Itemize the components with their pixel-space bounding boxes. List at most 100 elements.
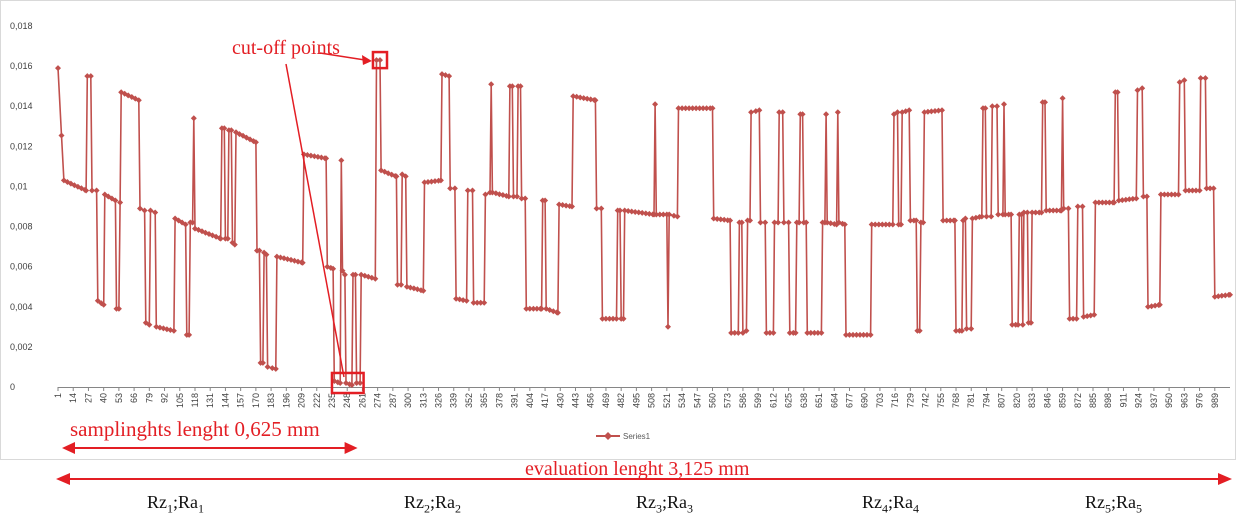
x-tick-label: 521: [662, 393, 672, 408]
x-tick-label: 781: [966, 393, 976, 408]
x-tick-label: 326: [434, 393, 444, 408]
rz-text: Rz: [862, 492, 882, 512]
series-point: [437, 177, 444, 184]
x-tick-label: 677: [844, 393, 854, 408]
series-point: [1157, 191, 1164, 198]
x-tick-label: 248: [342, 393, 352, 408]
series-point: [1140, 193, 1147, 200]
ra-text: Ra: [667, 492, 688, 512]
series-point: [953, 327, 959, 334]
x-tick-label: 664: [829, 393, 839, 408]
x-tick-label: 625: [784, 393, 794, 408]
series-point: [675, 105, 682, 112]
series-point: [693, 105, 700, 112]
series-point: [563, 202, 570, 209]
x-tick-label: 404: [525, 393, 535, 408]
series-point: [1203, 185, 1210, 192]
series-point: [87, 73, 94, 80]
x-tick-label: 131: [205, 393, 215, 408]
series-point: [1038, 209, 1045, 216]
series-point: [780, 219, 787, 226]
series-point: [951, 217, 958, 224]
series-point: [1059, 95, 1066, 102]
sampling-label: samplinghts lenght 0,625 mm: [70, 417, 320, 441]
x-tick-label: 222: [312, 393, 322, 408]
ra-sub: 3: [687, 501, 694, 516]
series-point: [978, 213, 985, 220]
series-point: [523, 305, 530, 312]
series-point: [1029, 209, 1036, 216]
series-point: [84, 73, 91, 80]
series-point: [272, 365, 279, 372]
series-point: [224, 235, 231, 242]
series-point: [1053, 207, 1060, 214]
series-point: [377, 57, 383, 64]
series-point: [477, 299, 484, 306]
series-point: [747, 217, 753, 224]
series-point: [682, 105, 689, 112]
series-point: [538, 305, 545, 312]
x-tick-label: 950: [1164, 393, 1174, 408]
series-point: [481, 299, 488, 306]
series-point: [1115, 197, 1122, 204]
series-point: [593, 205, 600, 212]
series-point: [920, 219, 927, 226]
ra-sub: 1: [198, 501, 205, 516]
series-point: [256, 247, 263, 254]
segment-label-2: Rz2;Ra2: [404, 492, 461, 517]
series-point: [1095, 199, 1102, 206]
series-point: [983, 213, 990, 220]
series-point: [518, 195, 525, 202]
series-point: [804, 329, 811, 336]
series-point: [330, 265, 337, 272]
x-tick-label: 352: [464, 393, 474, 408]
series-point: [1001, 101, 1007, 108]
series-point: [542, 197, 549, 204]
series-point: [141, 207, 148, 214]
series-point: [137, 205, 143, 212]
series-point: [823, 111, 830, 118]
series-point: [146, 321, 153, 328]
series-point: [879, 221, 886, 228]
series-point: [1227, 291, 1233, 298]
y-tick-label: 0,016: [10, 61, 33, 71]
series-point: [617, 207, 623, 214]
series-point: [89, 187, 95, 194]
series-point: [792, 329, 799, 336]
series-point: [1207, 185, 1214, 192]
series-point: [756, 107, 763, 114]
series-point: [1099, 199, 1106, 206]
x-tick-label: 924: [1134, 393, 1144, 408]
series-point: [666, 211, 673, 218]
x-tick-label: 937: [1149, 393, 1159, 408]
series-point: [510, 193, 517, 200]
segment-label-3: Rz3;Ra3: [636, 492, 693, 517]
rz-text: Rz: [636, 492, 656, 512]
x-tick-label: 768: [951, 393, 961, 408]
series-point: [58, 132, 65, 139]
cutoff-arrowhead-top: [361, 55, 372, 65]
x-tick-label: 690: [860, 393, 870, 408]
series-point: [517, 83, 524, 90]
series-point: [982, 105, 989, 112]
series-point: [425, 179, 431, 185]
series-point: [696, 105, 703, 112]
series-point: [867, 331, 874, 338]
series-point: [988, 213, 995, 220]
series-point: [939, 107, 945, 114]
series-point: [814, 329, 821, 336]
rz-sub: 5: [1105, 501, 1111, 516]
x-tick-label: 300: [403, 393, 413, 408]
series-point: [509, 83, 516, 90]
cutoff-box-top: [371, 50, 389, 70]
series-point: [1175, 191, 1182, 198]
x-tick-label: 1: [53, 393, 63, 398]
series-point: [913, 217, 920, 224]
x-tick-label: 703: [875, 393, 885, 408]
series-point: [818, 329, 825, 336]
series-point: [1210, 185, 1217, 192]
y-tick-label: 0,012: [10, 141, 33, 151]
series-point: [940, 217, 947, 224]
series-point: [1156, 301, 1163, 308]
x-tick-label: 339: [449, 393, 459, 408]
